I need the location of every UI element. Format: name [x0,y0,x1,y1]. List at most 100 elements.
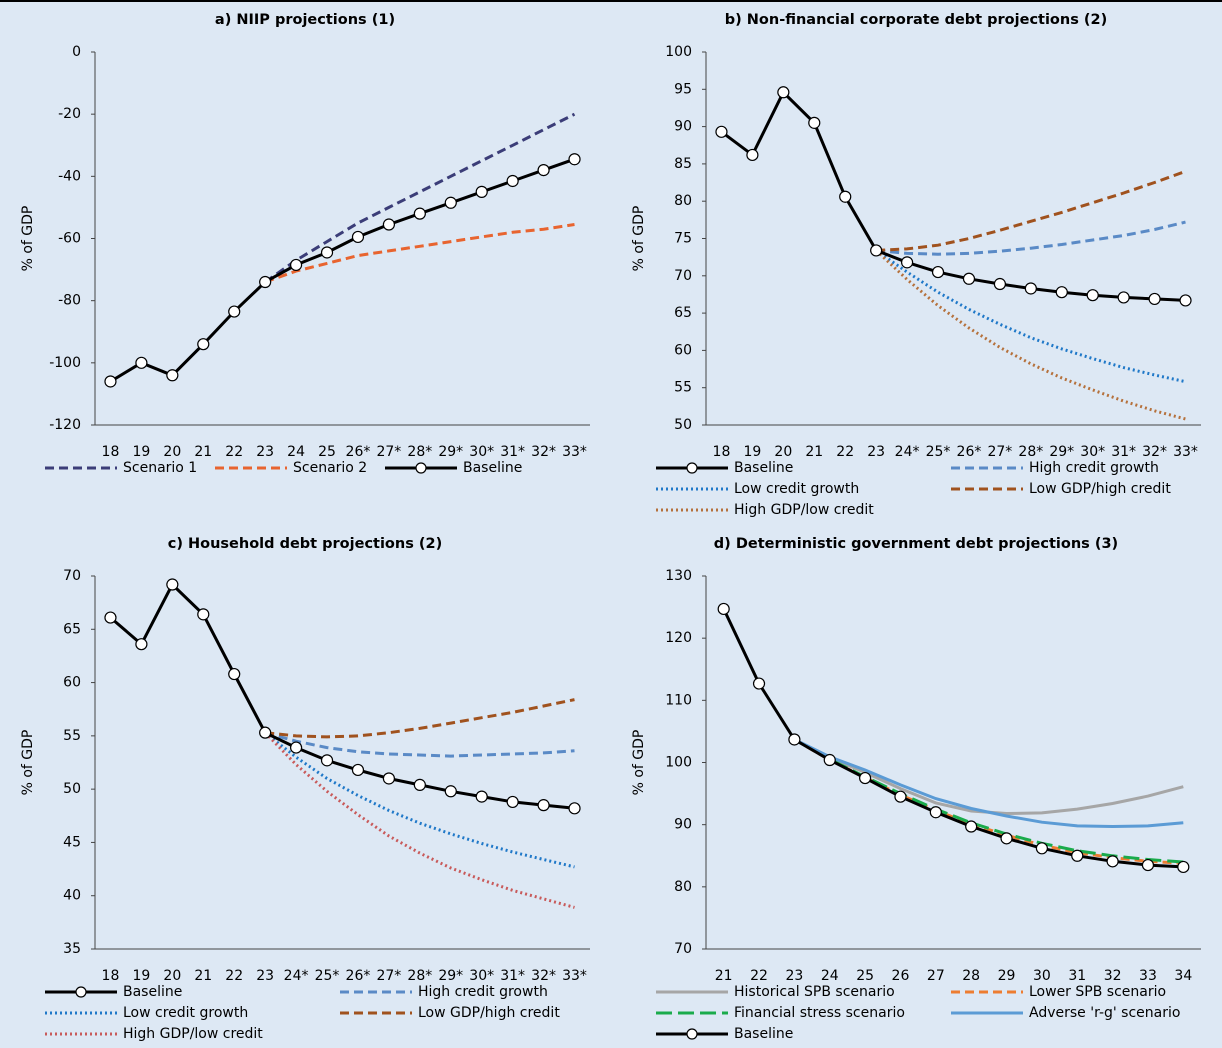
x-tick-label: 32* [531,968,556,984]
data-point [993,277,1007,291]
y-tick-label: 130 [665,568,692,584]
series-line [264,112,576,284]
x-tick-label: 24* [284,968,309,984]
data-point [965,820,978,833]
legend-label: Financial stress scenario [734,1005,905,1021]
y-axis-label: % of GDP [20,730,36,796]
y-tick-label: -40 [58,168,81,184]
y-tick-label: 90 [674,817,692,833]
y-tick-label: 60 [63,675,81,691]
x-tick-label: 30* [1080,444,1105,460]
x-tick-label: 22 [750,968,768,984]
x-tick-label: 27 [927,968,945,984]
series-line [264,731,575,758]
y-tick-label: 60 [674,342,692,358]
x-tick-label: 33* [1173,444,1198,460]
y-tick-label: 65 [674,305,692,321]
x-tick-label: 24* [895,444,920,460]
data-point [1177,860,1190,874]
data-point [166,369,179,382]
data-point [1086,289,1099,302]
legend-marker [75,986,87,998]
series-line [875,249,1186,384]
legend-label: Baseline [123,984,182,1000]
x-tick-label: 23 [256,444,274,460]
x-tick-label: 20 [163,968,181,984]
y-tick-label: 40 [63,888,81,904]
data-point [808,116,821,129]
legend-label: High credit growth [1029,460,1159,476]
data-point [1071,849,1084,862]
x-tick-label: 24 [287,444,305,460]
data-point [351,763,365,777]
data-point [568,153,581,166]
y-axis-label: % of GDP [20,206,36,272]
data-point [351,230,365,244]
x-tick-label: 31* [500,444,525,460]
x-tick-label: 32* [1142,444,1167,460]
data-point [870,244,883,257]
data-point [104,611,117,624]
series-line [793,738,1184,829]
x-tick-label: 29* [1049,444,1074,460]
data-point [537,164,550,177]
y-tick-label: 80 [674,879,692,895]
x-tick-label: 28* [407,968,432,984]
x-tick-label: 21 [194,444,212,460]
legend-label: Scenario 2 [293,460,367,476]
x-tick-label: 22 [225,444,243,460]
y-tick-label: 55 [674,380,692,396]
series-line [264,731,575,869]
data-point [320,754,334,767]
x-tick-label: 18 [102,444,120,460]
data-point [931,265,945,279]
x-tick-label: 20 [774,444,792,460]
data-point [746,148,759,162]
series-line [109,582,575,810]
data-point [859,771,872,785]
legend-label: Baseline [463,460,522,476]
y-tick-label: 0 [72,44,81,60]
data-point [444,196,457,209]
x-tick-label: 18 [713,444,731,460]
data-point [506,795,519,809]
data-point [788,733,801,746]
data-point [1000,832,1013,845]
x-tick-label: 23 [785,968,803,984]
data-point [1024,282,1037,295]
data-point [1148,292,1161,306]
series-line [264,731,575,909]
x-tick-label: 26* [346,444,371,460]
data-point [752,677,766,690]
x-tick-label: 19 [132,968,150,984]
x-tick-label: 21 [805,444,823,460]
series-line [720,89,1186,302]
data-point [777,86,790,99]
data-point [413,778,426,791]
series-line [109,157,575,383]
legend-label: Historical SPB scenario [734,984,895,1000]
x-tick-label: 32* [531,444,556,460]
y-tick-label: 100 [665,755,692,771]
legend-label: Low GDP/high credit [418,1005,560,1021]
series-line [265,698,575,739]
x-tick-label: 25 [318,444,336,460]
legend-marker [415,462,427,474]
data-point [717,602,730,616]
series-line [264,223,575,284]
data-point [537,799,550,812]
data-point [823,753,836,767]
y-tick-label: -20 [58,106,81,122]
x-tick-label: 29 [998,968,1016,984]
x-tick-label: 21 [715,968,733,984]
legend-label: Low credit growth [123,1005,248,1021]
data-point [444,785,457,798]
data-point [320,246,334,259]
data-point [894,790,907,803]
x-tick-label: 26* [346,968,371,984]
chart-title: d) Deterministic government debt project… [714,536,1118,552]
data-point [104,375,117,388]
chart-title: b) Non-financial corporate debt projecti… [725,12,1108,28]
y-tick-label: -60 [58,231,81,247]
y-tick-label: 35 [63,941,81,957]
